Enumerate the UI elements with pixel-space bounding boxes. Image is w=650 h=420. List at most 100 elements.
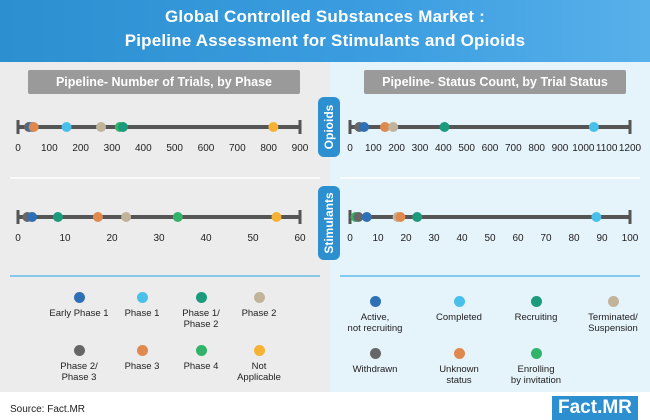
chart-1-point-phase-4 [172, 212, 183, 222]
phase-legend-item-not-applicable: Not Applicable [216, 345, 302, 383]
chart-3-tick-label-80: 80 [568, 233, 580, 244]
phase-legend-marker [73, 345, 85, 356]
status-legend-marker [530, 296, 542, 307]
chart-1-tick-label-50: 50 [247, 233, 259, 244]
phase-legend-label: Phase 4 [183, 361, 219, 372]
phase-legend-label: Phase 2 [241, 308, 277, 319]
status-legend-item-enrolling-by-invitation: Enrolling by invitation [493, 348, 579, 386]
phase-legend-marker [195, 345, 207, 356]
chart-0-tick-label-700: 700 [229, 143, 246, 154]
phase-legend-item-early-phase-1: Early Phase 1 [36, 292, 122, 319]
chart-0-tick-label-500: 500 [166, 143, 183, 154]
status-legend-marker [607, 296, 619, 307]
status-legend-label: Completed [436, 312, 482, 323]
phase-legend-item-phase-3: Phase 3 [99, 345, 185, 372]
status-legend-label: Withdrawn [352, 364, 398, 375]
chart-0-point-phase-1 [61, 122, 72, 132]
chart-1-point-early-phase-1 [27, 212, 38, 222]
status-legend-item-terminated-suspension: Terminated/ Suspension [570, 296, 650, 334]
chart-3-tick-label-20: 20 [400, 233, 412, 244]
chart-2-tick-label-200: 200 [388, 143, 405, 154]
chart-2-tick-label-600: 600 [482, 143, 499, 154]
chart-2-tick-label-1000: 1000 [572, 143, 595, 154]
right-panel-title: Pipeline- Status Count, by Trial Status [364, 70, 626, 94]
title-line-2: Pipeline Assessment for Stimulants and O… [124, 31, 526, 50]
chart-2-tick-label-300: 300 [412, 143, 429, 154]
chart-3-point-withdrawn [353, 212, 364, 222]
status-legend-item-completed: Completed [416, 296, 502, 323]
row-label-opioids: Opioids [322, 104, 336, 149]
left-panel: Pipeline- Number of Trials, by Phase [0, 62, 330, 392]
chart-3-point-recruiting [412, 212, 423, 222]
phase-legend-marker [136, 292, 148, 303]
chart-2-tick-label-900: 900 [552, 143, 569, 154]
chart-0-tick-label-0: 0 [15, 143, 21, 154]
chart-1-point-not-applicable [271, 212, 282, 222]
status-legend-item-withdrawn: Withdrawn [332, 348, 418, 375]
phase-legend-item-phase-4: Phase 4 [158, 345, 244, 372]
chart-0-point-phase-3 [28, 122, 39, 132]
chart-3-tick-label-40: 40 [456, 233, 468, 244]
chart-3-point-active-not-recruiting [361, 212, 372, 222]
chart-1-tick-label-10: 10 [59, 233, 71, 244]
chart-1-tick-label-40: 40 [200, 233, 212, 244]
chart-2-tick-label-800: 800 [528, 143, 545, 154]
chart-3-point-unknown-status [395, 212, 406, 222]
status-legend-label: Enrolling by invitation [510, 364, 562, 386]
chart-1-tick-label-30: 30 [153, 233, 165, 244]
chart-3-tick-label-10: 10 [372, 233, 384, 244]
phase-legend-label: Phase 1/ Phase 2 [182, 308, 220, 330]
status-legend-label: Recruiting [514, 312, 558, 323]
chart-2-point-active-not-recruiting [359, 122, 369, 132]
phase-legend-label: Phase 1 [124, 308, 160, 319]
chart-1-point-phase-1-phase-2 [52, 212, 63, 222]
chart-0-point-phase-1-phase-2 [117, 122, 128, 132]
chart-2-tick-label-0: 0 [347, 143, 353, 154]
chart-2-tick-label-500: 500 [458, 143, 475, 154]
chart-0-tick-label-100: 100 [41, 143, 58, 154]
chart-2-tick-label-1100: 1100 [596, 143, 618, 154]
phase-legend-label: Phase 2/ Phase 3 [60, 361, 98, 383]
phase-legend-label: Early Phase 1 [49, 308, 109, 319]
chart-1-point-phase-2 [121, 212, 132, 222]
row-label-opioids-pill [318, 97, 340, 157]
footer [0, 392, 650, 420]
phase-legend-item-phase-2: Phase 2 [216, 292, 302, 319]
chart-2-tick-label-100: 100 [365, 143, 382, 154]
header: Global Controlled Substances Market : Pi… [0, 0, 650, 62]
status-legend-marker [453, 348, 465, 359]
chart-0-tick-label-600: 600 [198, 143, 215, 154]
right-panel: Pipeline- Status Count, by Trial Status [330, 62, 650, 392]
status-legend-label: Terminated/ Suspension [588, 312, 638, 334]
chart-2-point-completed [588, 122, 599, 132]
factmr-logo: Fact.MR [552, 396, 638, 420]
source-text: Source: Fact.MR [10, 404, 86, 415]
chart-2-point-unknown-status [380, 122, 390, 132]
chart-1-tick-label-20: 20 [106, 233, 118, 244]
phase-legend-marker [195, 292, 207, 303]
chart-0-tick-label-800: 800 [260, 143, 277, 154]
phase-legend-label: Not Applicable [237, 361, 281, 383]
status-legend-marker [453, 296, 465, 307]
chart-3-tick-label-0: 0 [347, 233, 353, 244]
status-legend-label: Active, not recruiting [347, 312, 403, 334]
chart-3-tick-label-60: 60 [512, 233, 524, 244]
chart-3-tick-label-70: 70 [540, 233, 552, 244]
chart-0-tick-label-900: 900 [292, 143, 309, 154]
chart-3-point-completed [591, 212, 602, 222]
phase-legend-marker [136, 345, 148, 356]
status-legend-item-active-not-recruiting: Active, not recruiting [332, 296, 418, 334]
chart-3-tick-label-100: 100 [622, 233, 639, 244]
status-legend-label: Unknown status [439, 364, 479, 386]
chart-1-tick-label-60: 60 [294, 233, 306, 244]
chart-0-tick-label-200: 200 [72, 143, 89, 154]
status-legend-marker [530, 348, 542, 359]
chart-2-tick-label-400: 400 [435, 143, 452, 154]
chart-3-tick-label-30: 30 [428, 233, 440, 244]
phase-legend-marker [73, 292, 85, 303]
chart-3-tick-label-50: 50 [484, 233, 496, 244]
phase-legend-marker [253, 345, 265, 356]
chart-0-tick-label-300: 300 [104, 143, 121, 154]
phase-legend-item-phase-1: Phase 1 [99, 292, 185, 319]
